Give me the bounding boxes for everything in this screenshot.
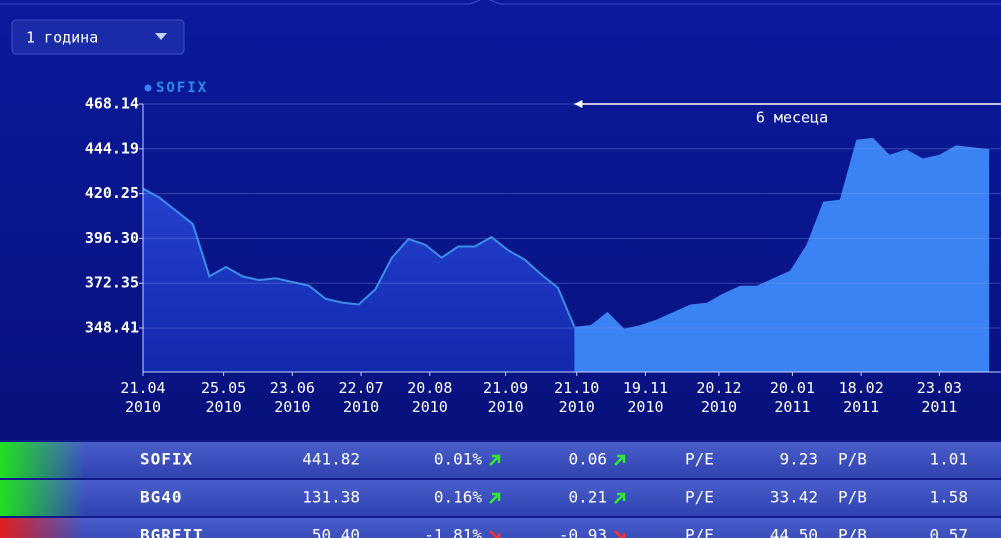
x-tick-label: 21.04 2010 bbox=[120, 379, 165, 416]
y-tick-label: 420.25 bbox=[85, 184, 139, 202]
row-marker bbox=[0, 518, 85, 538]
x-tick-label: 20.08 2010 bbox=[407, 379, 452, 416]
change-pct: 0.01% bbox=[434, 450, 483, 469]
y-tick-label: 348.41 bbox=[85, 319, 139, 337]
index-value: 131.38 bbox=[302, 488, 360, 507]
y-tick-label: 396.30 bbox=[85, 229, 139, 247]
index-value: 50.40 bbox=[312, 526, 360, 538]
annotation-label: 6 месеца bbox=[756, 109, 828, 127]
x-tick-label: 21.09 2010 bbox=[483, 379, 528, 416]
row-marker bbox=[0, 442, 85, 478]
legend-label: SOFIX bbox=[156, 80, 208, 96]
x-tick-label: 21.10 2010 bbox=[554, 379, 599, 416]
annotation-arrow bbox=[574, 100, 583, 108]
table-row: SOFIX 441.82 0.01% 0.06 P/E 9.23 P/B 1.01 bbox=[0, 442, 1001, 478]
pb-label: P/B bbox=[838, 450, 867, 469]
pb-value: 1.01 bbox=[929, 450, 968, 469]
row-background bbox=[0, 480, 1001, 516]
index-name: BGREIT bbox=[140, 526, 204, 538]
x-tick-label: 19.11 2010 bbox=[623, 379, 668, 416]
x-tick-label: 23.06 2010 bbox=[270, 379, 315, 416]
trend-arrow bbox=[489, 454, 501, 466]
x-tick-label: 25.05 2010 bbox=[201, 379, 246, 416]
pb-value: 0.57 bbox=[929, 526, 968, 538]
x-tick-label: 23.03 2011 bbox=[917, 379, 962, 416]
x-tick-label: 20.01 2011 bbox=[770, 379, 815, 416]
pe-value: 33.42 bbox=[770, 488, 818, 507]
pe-label: P/E bbox=[685, 526, 714, 538]
table-row: BGREIT 50.40 -1.81% -0.93 P/E 44.50 P/B 0.57 bbox=[0, 518, 1001, 538]
pe-value: 9.23 bbox=[779, 450, 818, 469]
pb-label: P/B bbox=[838, 526, 867, 538]
row-marker bbox=[0, 480, 85, 516]
x-tick-label: 18.02 2011 bbox=[839, 379, 884, 416]
index-value: 441.82 bbox=[302, 450, 360, 469]
pb-label: P/B bbox=[838, 488, 867, 507]
y-tick-label: 468.14 bbox=[85, 95, 139, 113]
top-tab bbox=[0, 0, 1001, 5]
x-tick-label: 22.07 2010 bbox=[338, 379, 383, 416]
dropdown-label[interactable]: 1 година bbox=[26, 29, 98, 47]
legend-dot bbox=[144, 84, 152, 92]
area-recent bbox=[574, 137, 990, 372]
period-dropdown[interactable]: 1 година bbox=[11, 19, 185, 55]
index-name: BG40 bbox=[140, 488, 183, 507]
index-name: SOFIX bbox=[140, 450, 193, 469]
area-past-line bbox=[142, 187, 576, 328]
change: -0.93 bbox=[559, 526, 607, 538]
change-pct: -1.81% bbox=[424, 526, 482, 538]
dropdown-box[interactable] bbox=[11, 19, 185, 55]
pe-label: P/E bbox=[685, 488, 714, 507]
pe-label: P/E bbox=[685, 450, 714, 469]
trend-arrow bbox=[489, 492, 501, 504]
y-tick-label: 372.35 bbox=[85, 274, 139, 292]
trend-arrow bbox=[614, 492, 626, 504]
table-row: BG40 131.38 0.16% 0.21 P/E 33.42 P/B 1.58 bbox=[0, 480, 1001, 516]
pb-value: 1.58 bbox=[929, 488, 968, 507]
row-background bbox=[0, 518, 1001, 538]
y-tick-label: 444.19 bbox=[85, 139, 139, 157]
change: 0.06 bbox=[568, 450, 607, 469]
row-background bbox=[0, 442, 1001, 478]
trend-arrow bbox=[614, 454, 626, 466]
pe-value: 44.50 bbox=[770, 526, 818, 538]
dropdown-arrow[interactable] bbox=[155, 33, 167, 40]
change: 0.21 bbox=[568, 488, 607, 507]
x-tick-label: 20.12 2010 bbox=[696, 379, 741, 416]
change-pct: 0.16% bbox=[434, 488, 483, 507]
area-past bbox=[143, 188, 575, 372]
